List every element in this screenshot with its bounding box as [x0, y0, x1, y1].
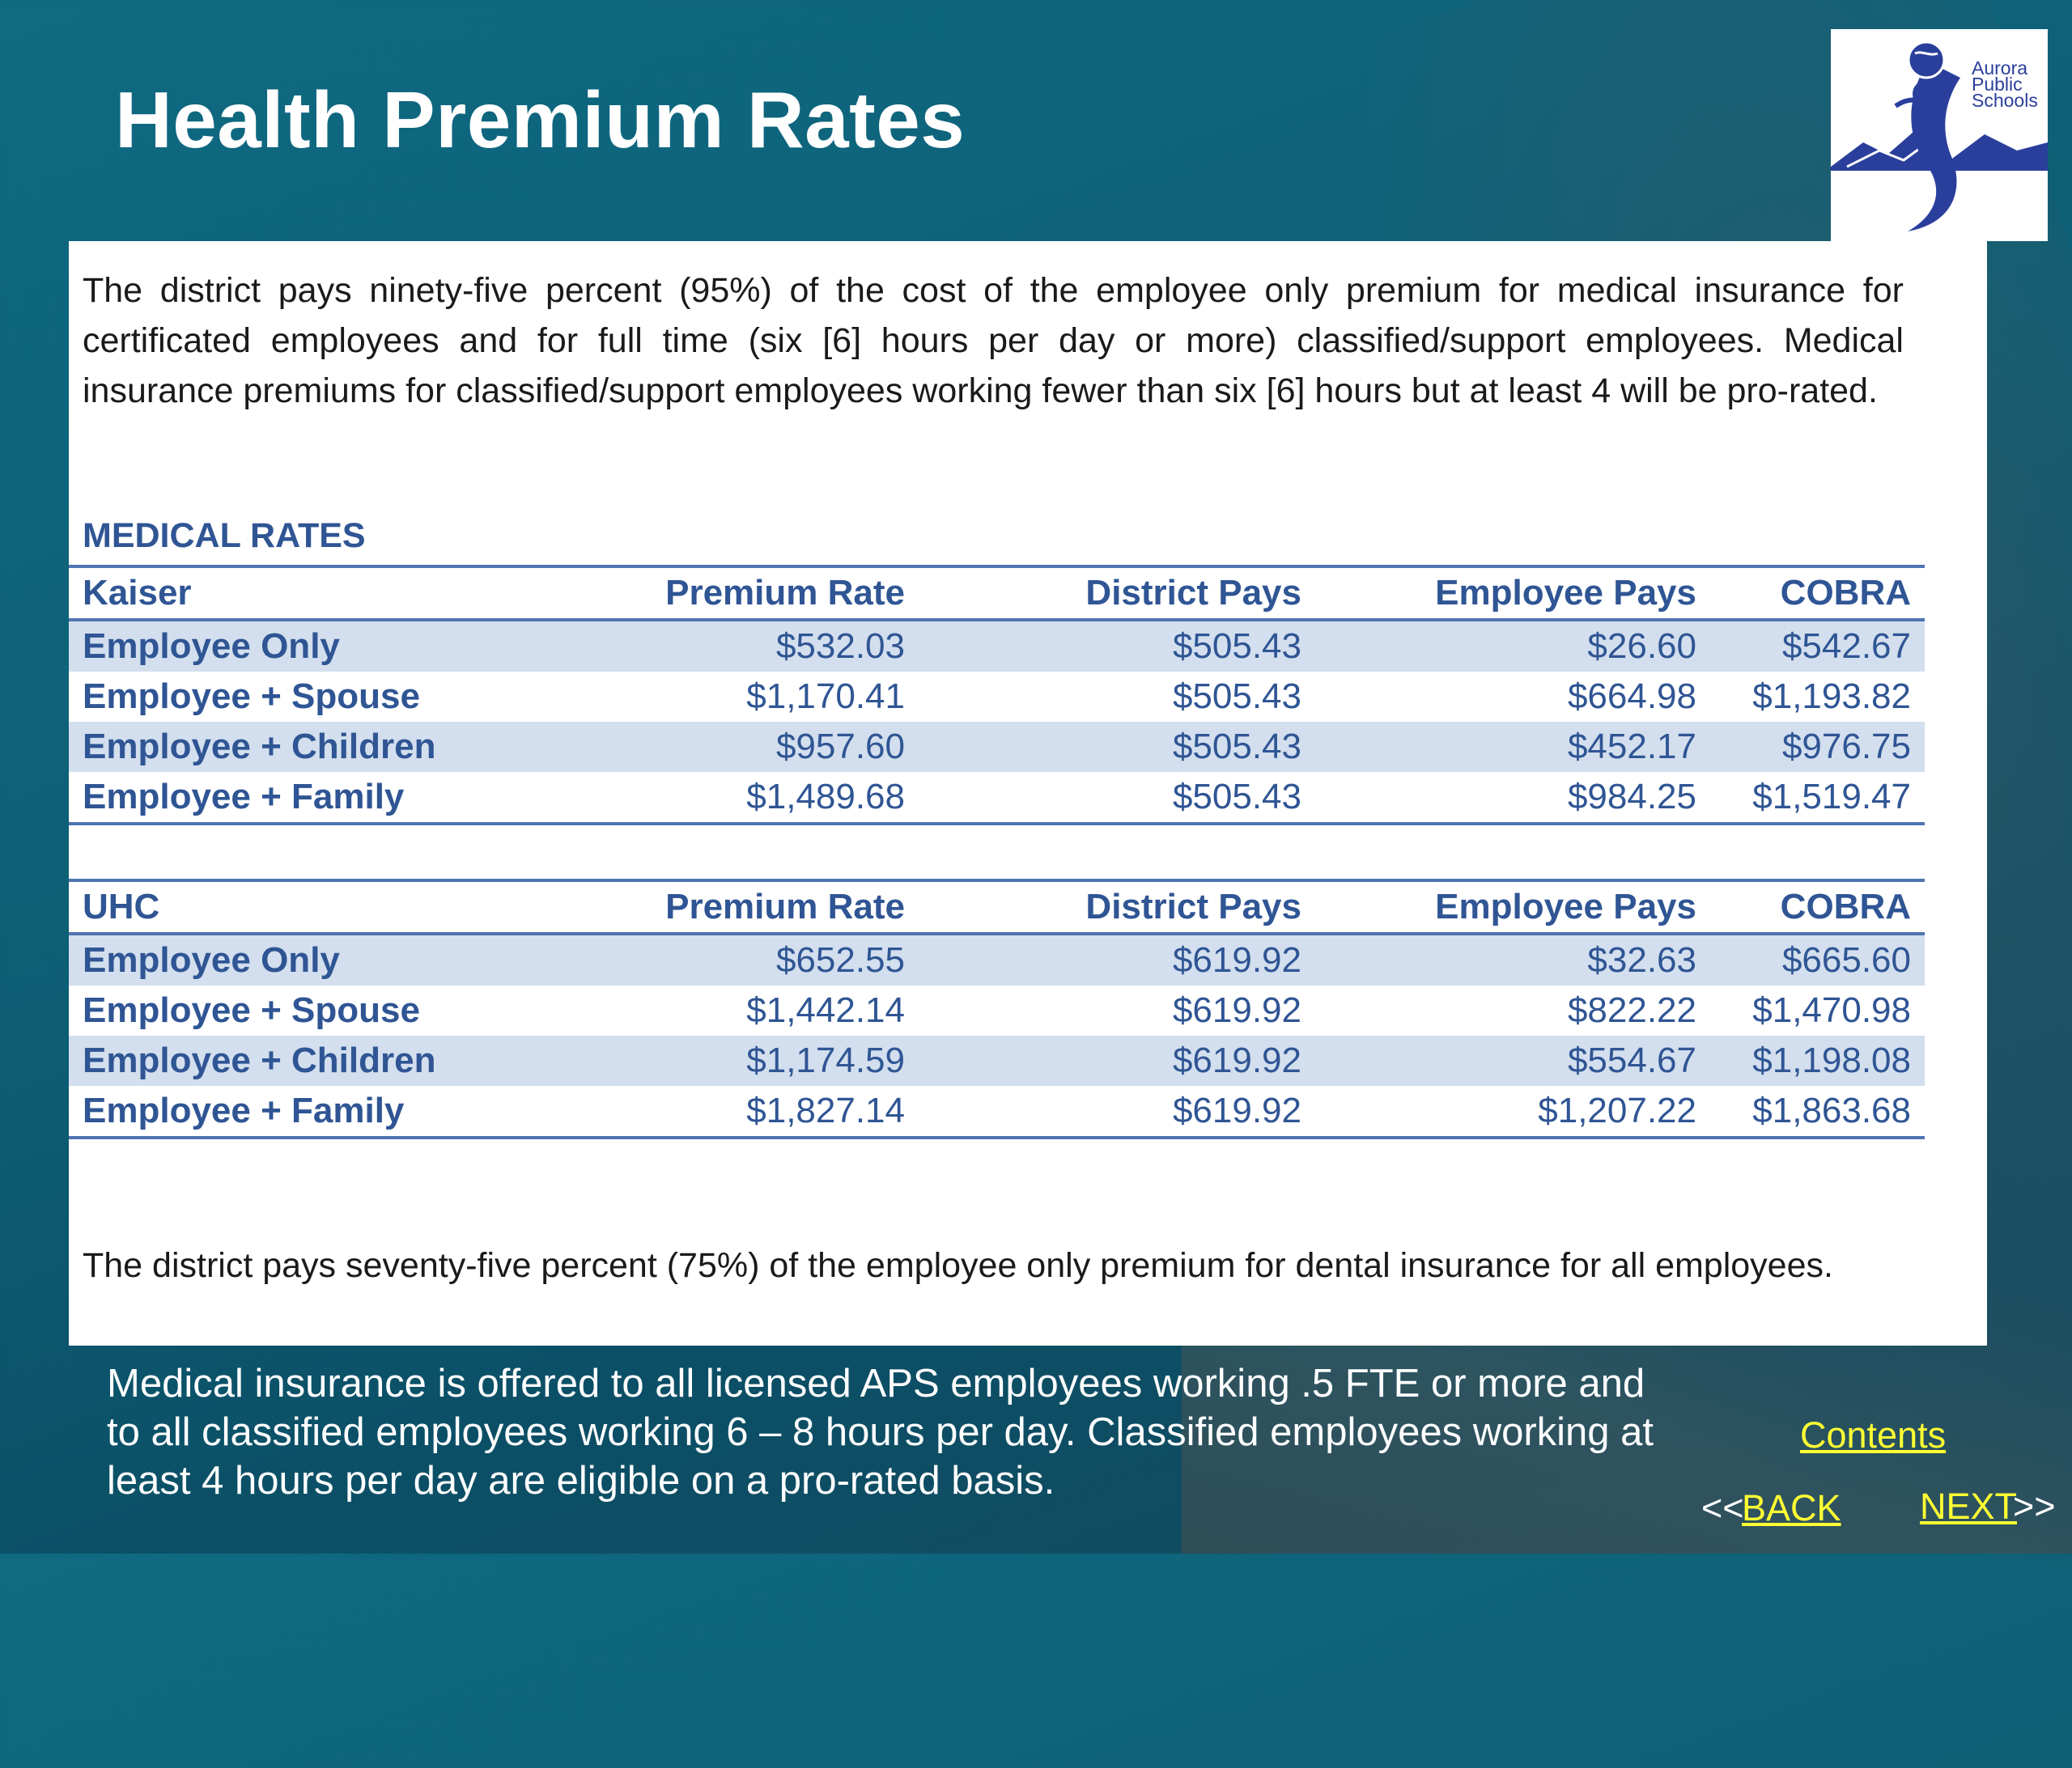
- table-cell: $1,442.14: [746, 990, 905, 1030]
- column-header: Employee Pays: [1315, 879, 1710, 935]
- intro-paragraph: The district pays ninety-five percent (9…: [83, 271, 1904, 410]
- logo-text-line: Schools: [1972, 90, 2038, 111]
- table-cell: $1,198.08: [1710, 1036, 1925, 1086]
- table-cell: $619.92: [1172, 990, 1301, 1030]
- row-label: Employee + Children: [69, 722, 554, 772]
- uhc-rates-table: UHC Premium Rate District Pays Employee …: [69, 879, 1925, 1139]
- table-cell: $505.43: [919, 620, 1315, 672]
- logo-text-line: Aurora: [1972, 57, 2028, 78]
- contents-link[interactable]: Contents: [1800, 1414, 1947, 1456]
- row-label: Employee + Spouse: [83, 676, 420, 716]
- medical-rates-heading: MEDICAL RATES: [83, 516, 366, 555]
- table-cell: $505.43: [1172, 676, 1301, 716]
- row-label: Employee Only: [69, 934, 554, 986]
- column-header: Premium Rate: [554, 565, 919, 621]
- slide-title: Health Premium Rates: [115, 75, 966, 164]
- logo-text: Aurora Public Schools: [1972, 57, 2038, 111]
- table-cell: $1,174.59: [554, 1036, 919, 1086]
- table-header-row: Kaiser Premium Rate District Pays Employ…: [69, 565, 1925, 621]
- table-cell: $619.92: [919, 1036, 1315, 1086]
- aurora-public-schools-logo: Aurora Public Schools: [1831, 29, 2048, 241]
- row-label: Employee Only: [69, 620, 554, 672]
- table-cell: $1,489.68: [554, 772, 919, 825]
- column-header: COBRA: [1710, 879, 1925, 935]
- column-header: Premium Rate: [554, 879, 919, 935]
- table-cell: $32.63: [1315, 934, 1710, 986]
- row-label: Employee + Family: [69, 772, 554, 825]
- table-cell: $619.92: [919, 1086, 1315, 1139]
- table-cell: $1,863.68: [1710, 1086, 1925, 1139]
- footer-note: Medical insurance is offered to all lice…: [107, 1362, 1654, 1503]
- table-cell: $542.67: [1710, 620, 1925, 672]
- table-row: Employee Only $532.03 $505.43 $26.60 $54…: [69, 620, 1925, 672]
- table-cell: $1,170.41: [746, 676, 905, 716]
- table-cell: $532.03: [554, 620, 919, 672]
- column-header: Employee Pays: [1315, 565, 1710, 621]
- row-label: Employee + Children: [69, 1036, 554, 1086]
- table-cell: $1,207.22: [1315, 1086, 1710, 1139]
- row-label: Employee + Spouse: [83, 990, 420, 1030]
- next-link[interactable]: NEXT: [1920, 1486, 2018, 1527]
- logo-text-line: Public: [1972, 74, 2023, 95]
- row-label: Employee + Family: [69, 1086, 554, 1139]
- back-arrow-prefix: <<: [1701, 1487, 1744, 1528]
- table-row: Employee + Family $1,827.14 $619.92 $1,2…: [69, 1086, 1925, 1139]
- table-header-row: UHC Premium Rate District Pays Employee …: [69, 879, 1925, 935]
- column-header: COBRA: [1710, 565, 1925, 621]
- table-row: Employee + Children $1,174.59 $619.92 $5…: [69, 1036, 1925, 1086]
- table-cell: $822.22: [1567, 990, 1696, 1030]
- plan-name-header: UHC: [69, 879, 554, 935]
- table-cell: $664.98: [1567, 676, 1696, 716]
- back-link[interactable]: BACK: [1742, 1487, 1841, 1528]
- table-cell: $505.43: [919, 772, 1315, 825]
- column-header: District Pays: [919, 879, 1315, 935]
- table-cell: $957.60: [554, 722, 919, 772]
- table-cell: $665.60: [1710, 934, 1925, 986]
- table-row: Employee + Children $957.60 $505.43 $452…: [69, 722, 1925, 772]
- table-cell: $1,193.82: [1752, 676, 1911, 716]
- table-cell: $505.43: [919, 722, 1315, 772]
- table-cell: $984.25: [1315, 772, 1710, 825]
- table-cell: $1,827.14: [554, 1086, 919, 1139]
- dental-paragraph: The district pays seventy-five percent (…: [83, 1246, 1833, 1285]
- table-cell: $976.75: [1710, 722, 1925, 772]
- table-cell: $1,470.98: [1752, 990, 1911, 1030]
- table-cell: $452.17: [1315, 722, 1710, 772]
- table-cell: $26.60: [1315, 620, 1710, 672]
- table-row: Employee + Spouse $1,170.41 $505.43 $664…: [69, 672, 1925, 722]
- table-row: Employee Only $652.55 $619.92 $32.63 $66…: [69, 934, 1925, 986]
- table-cell: $1,519.47: [1710, 772, 1925, 825]
- table-cell: $619.92: [919, 934, 1315, 986]
- table-row: Employee + Family $1,489.68 $505.43 $984…: [69, 772, 1925, 825]
- table-row: Employee + Spouse $1,442.14 $619.92 $822…: [69, 986, 1925, 1036]
- table-cell: $554.67: [1315, 1036, 1710, 1086]
- logo-emblem-icon: [1831, 40, 2048, 231]
- next-arrow-suffix: >>: [2013, 1486, 2056, 1527]
- content-panel: The district pays ninety-five percent (9…: [69, 241, 1987, 1346]
- plan-name-header: Kaiser: [69, 565, 554, 621]
- column-header: District Pays: [919, 565, 1315, 621]
- table-cell: $652.55: [554, 934, 919, 986]
- kaiser-rates-table: Kaiser Premium Rate District Pays Employ…: [69, 565, 1925, 825]
